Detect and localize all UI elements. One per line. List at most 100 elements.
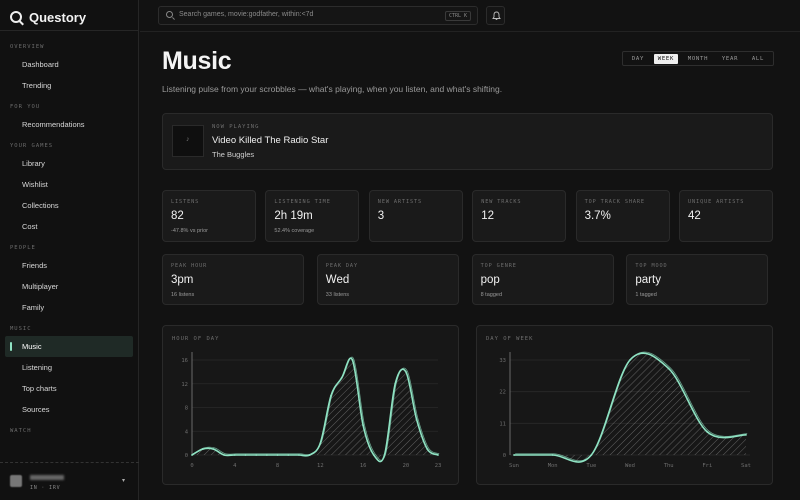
x-tick-label: 16 xyxy=(360,463,367,469)
x-tick-label: 23 xyxy=(435,463,442,469)
day-of-week-chart: 0 11 22 33 Sun Mon Tue Wed Thu Fri Sat xyxy=(499,351,751,469)
sidebar-item-cost[interactable]: Cost xyxy=(22,222,38,231)
data-point xyxy=(244,454,247,456)
user-name-blurred xyxy=(30,475,64,480)
stat-value: 42 xyxy=(688,210,701,222)
sidebar-item-wishlist[interactable]: Wishlist xyxy=(22,180,48,189)
y-tick-label: 33 xyxy=(499,358,506,364)
stat-sub: 52.4% coverage xyxy=(274,228,315,234)
y-tick-label: 0 xyxy=(503,453,506,459)
range-all[interactable]: ALL xyxy=(751,55,765,62)
y-tick-label: 11 xyxy=(499,421,506,427)
stat-label: NEW TRACKS xyxy=(481,199,522,205)
time-range-selector: DAY WEEK MONTH YEAR ALL xyxy=(622,51,774,66)
stat-value: 3.7% xyxy=(584,210,611,222)
sidebar-item-multiplayer[interactable]: Multiplayer xyxy=(22,282,59,291)
sidebar-item-music[interactable]: Music xyxy=(5,336,133,357)
stat-value: Wed xyxy=(325,274,350,286)
y-tick-label: 12 xyxy=(181,382,188,388)
stat-card-listens[interactable]: LISTENS 82 -47.8% vs prior xyxy=(162,190,256,242)
range-month[interactable]: MONTH xyxy=(687,55,709,62)
stat-sub: 8 tagged xyxy=(480,292,503,298)
user-menu[interactable]: IN · IRV ▾ xyxy=(0,462,139,500)
sidebar-section-title: FOR YOU xyxy=(10,104,41,110)
sidebar-item-family[interactable]: Family xyxy=(22,303,45,312)
x-tick-label: Sun xyxy=(509,463,519,469)
sidebar-item-top-charts[interactable]: Top charts xyxy=(22,384,57,393)
series-line-sketch xyxy=(515,351,748,462)
stat-sub: -47.8% vs prior xyxy=(171,228,208,234)
stat-label: PEAK HOUR xyxy=(171,263,208,269)
stat-card-top-genre[interactable]: TOP GENRE pop 8 tagged xyxy=(471,254,614,305)
x-tick-label: Wed xyxy=(625,463,635,469)
topbar-divider xyxy=(140,31,800,32)
stat-card-top-track-share[interactable]: TOP TRACK SHARE 3.7% xyxy=(575,190,670,242)
sidebar-nav: OVERVIEW Dashboard Trending FOR YOU Recommen… xyxy=(0,36,139,438)
search-input[interactable]: Search games, movie:godfather, within:<7… xyxy=(158,6,478,25)
data-point xyxy=(667,367,670,370)
stat-card-new-artists[interactable]: NEW ARTISTS 3 xyxy=(368,190,463,242)
sidebar-item-sources[interactable]: Sources xyxy=(22,405,50,414)
x-tick-label: 8 xyxy=(276,463,279,469)
sidebar-section-title: PEOPLE xyxy=(10,245,36,251)
data-point xyxy=(201,448,204,450)
stat-card-listening-time[interactable]: LISTENING TIME 2h 19m 52.4% coverage xyxy=(265,190,360,242)
hour-of-day-title: HOUR OF DAY xyxy=(172,336,220,342)
x-tick-label: 4 xyxy=(233,463,237,469)
data-point xyxy=(276,454,279,456)
x-tick-label: Tue xyxy=(586,463,596,469)
data-point xyxy=(340,376,343,379)
range-day[interactable]: DAY xyxy=(631,55,645,62)
data-point xyxy=(745,433,747,436)
stat-label: TOP GENRE xyxy=(480,263,517,269)
now-playing-card[interactable]: ♪ NOW PLAYING Video Killed The Radio Sta… xyxy=(162,113,773,170)
stat-card-peak-hour[interactable]: PEAK HOUR 3pm 16 listens xyxy=(162,254,304,305)
x-tick-label: Thu xyxy=(664,463,674,469)
music-note-icon: ♪ xyxy=(186,136,190,143)
sidebar-item-library[interactable]: Library xyxy=(22,159,45,168)
stat-sub: 1 tagged xyxy=(635,292,657,298)
bell-icon xyxy=(492,11,501,20)
data-point xyxy=(191,454,193,456)
stat-card-peak-day[interactable]: PEAK DAY Wed 33 listens xyxy=(316,254,459,305)
data-point xyxy=(551,454,554,456)
stat-card-new-tracks[interactable]: NEW TRACKS 12 xyxy=(472,190,567,242)
y-tick-label: 8 xyxy=(185,406,188,412)
data-point xyxy=(590,454,593,456)
brand[interactable]: Questory xyxy=(10,8,86,26)
range-year[interactable]: YEAR xyxy=(721,55,739,62)
stat-sub: 16 listens xyxy=(171,292,195,298)
notifications-button[interactable] xyxy=(486,6,505,25)
stat-card-unique-artists[interactable]: UNIQUE ARTISTS 42 xyxy=(679,190,773,242)
search-placeholder: Search games, movie:godfather, within:<7… xyxy=(179,11,314,18)
sidebar-item-dashboard[interactable]: Dashboard xyxy=(22,60,59,69)
stat-value: party xyxy=(635,274,661,286)
data-point xyxy=(405,370,407,373)
y-tick-label: 16 xyxy=(181,358,188,364)
search-shortcut: CTRL K xyxy=(444,11,471,21)
stat-value: 12 xyxy=(481,210,494,222)
data-point xyxy=(255,454,258,456)
stat-label: TOP TRACK SHARE xyxy=(584,199,645,205)
chevron-down-icon[interactable]: ▾ xyxy=(122,478,126,484)
data-point xyxy=(372,454,375,456)
range-week[interactable]: WEEK xyxy=(653,53,679,64)
series-line-sketch xyxy=(192,356,440,461)
data-point xyxy=(308,454,311,456)
sidebar-item-collections[interactable]: Collections xyxy=(22,201,59,210)
sidebar-item-friends[interactable]: Friends xyxy=(22,261,48,270)
sidebar-item-recommendations[interactable]: Recommendations xyxy=(22,120,85,129)
sidebar-item-listening[interactable]: Listening xyxy=(22,363,53,372)
x-tick-label: 20 xyxy=(403,463,410,469)
stat-value: 3 xyxy=(377,210,385,222)
data-point xyxy=(298,454,300,456)
data-point xyxy=(319,442,322,445)
day-of-week-title: DAY OF WEEK xyxy=(486,336,534,342)
sidebar-section-title: OVERVIEW xyxy=(10,44,45,50)
sidebar-section-title: MUSIC xyxy=(10,326,32,332)
data-point xyxy=(426,448,429,450)
sidebar-item-trending[interactable]: Trending xyxy=(22,81,52,90)
data-point xyxy=(212,448,215,450)
now-playing-artist: The Buggles xyxy=(212,150,255,159)
stat-card-top-mood[interactable]: TOP MOOD party 1 tagged xyxy=(626,254,769,305)
